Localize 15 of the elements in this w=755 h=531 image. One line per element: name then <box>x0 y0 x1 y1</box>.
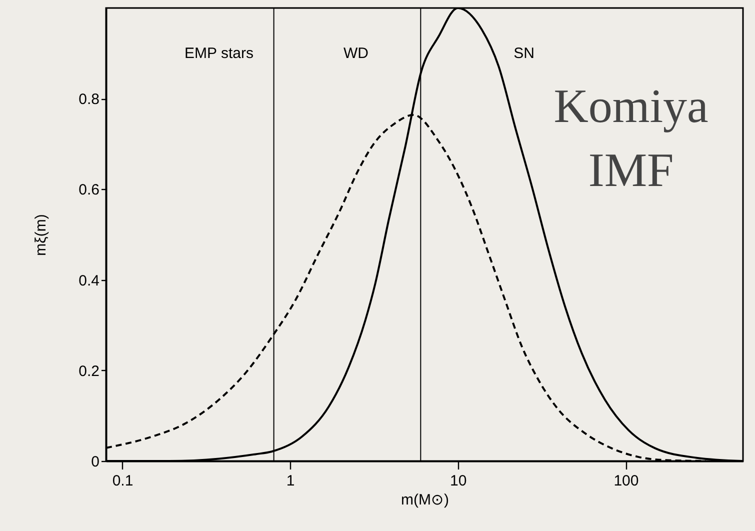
x-tick-label: 100 <box>614 472 639 490</box>
x-tick-label: 1 <box>286 472 295 490</box>
y-tick-label: 0 <box>91 454 100 470</box>
y-axis-title: mξ(m) <box>32 214 50 256</box>
y-tick-label: 0.8 <box>78 91 100 108</box>
x-tick-label: 0.1 <box>112 472 134 490</box>
x-tick-label: 10 <box>450 472 467 490</box>
annotation: WD <box>344 45 369 62</box>
x-axis-title: m(M⊙) <box>401 492 449 508</box>
annotation: SN <box>514 45 534 62</box>
y-tick-label: 0.4 <box>78 272 100 290</box>
y-tick-label: 0.6 <box>78 182 100 199</box>
y-tick-label: 0.2 <box>78 362 100 380</box>
annotation: EMP stars <box>184 45 254 62</box>
annotation: Komiya IMF <box>554 80 708 197</box>
